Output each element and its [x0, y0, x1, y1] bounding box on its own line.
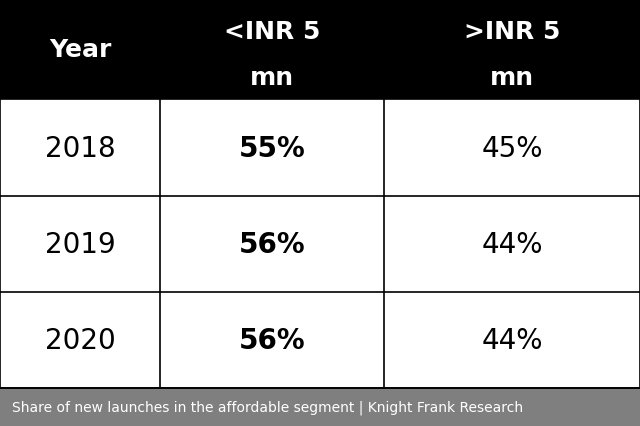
Text: 2020: 2020: [45, 326, 115, 354]
Bar: [0, 0, 640, 100]
Text: 2019: 2019: [45, 230, 115, 258]
Bar: [0, 196, 640, 292]
Text: 45%: 45%: [481, 134, 543, 162]
Text: >INR 5: >INR 5: [464, 20, 560, 44]
Bar: [0, 292, 640, 389]
Text: mn: mn: [490, 66, 534, 90]
Bar: [0, 100, 640, 196]
Text: 44%: 44%: [481, 230, 543, 258]
Text: mn: mn: [250, 66, 294, 90]
Text: Share of new launches in the affordable segment | Knight Frank Research: Share of new launches in the affordable …: [12, 400, 523, 414]
Text: Year: Year: [49, 38, 111, 62]
Text: 2018: 2018: [45, 134, 115, 162]
Text: 55%: 55%: [239, 134, 305, 162]
Text: 44%: 44%: [481, 326, 543, 354]
Bar: [0, 389, 640, 426]
Text: 56%: 56%: [239, 326, 305, 354]
Text: <INR 5: <INR 5: [224, 20, 320, 44]
Text: 56%: 56%: [239, 230, 305, 258]
